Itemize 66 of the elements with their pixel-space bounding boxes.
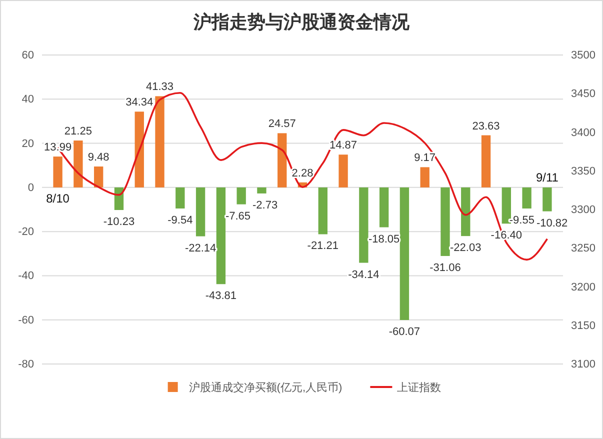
data-label: 21.25 [64,126,92,138]
data-label: -21.21 [307,240,338,252]
data-label: -31.06 [430,262,461,274]
bar [53,156,62,188]
bar [318,187,328,234]
y-tick-label: -40 [18,270,34,282]
bar [155,96,164,188]
y-tick-label: 0 [28,182,34,194]
y2-tick-label: 3100 [571,358,596,371]
bar [400,187,410,320]
bar [440,187,450,256]
y2-tick-label: 3400 [571,126,596,139]
data-label: -34.14 [348,268,380,281]
data-label: -22.03 [450,242,482,254]
bar [74,140,83,188]
data-label: -10.82 [536,217,568,230]
data-label: -2.73 [252,199,278,212]
y2-tick-label: 3250 [571,242,596,255]
data-label: -60.07 [388,326,420,338]
bar [94,166,104,188]
legend-label: 上证指数 [397,381,442,394]
chart-title: 沪指走势与沪股通资金情况 [192,12,410,32]
data-label: 9.17 [414,152,436,164]
y-tick-label: 40 [22,94,34,106]
bar [176,187,185,208]
bar [134,112,144,188]
data-label: 9.48 [88,152,110,164]
y-tick-label: -20 [18,226,34,238]
bar [359,187,368,263]
bar [216,187,226,284]
bar [278,133,287,188]
bar [461,187,470,236]
data-label: 23.63 [472,120,500,132]
y2-tick-label: 3150 [571,320,596,332]
y-tick-label: 60 [22,50,34,62]
bar [542,187,552,212]
y2-tick-label: 3500 [571,50,596,62]
bar [502,187,511,224]
y2-tick-label: 3350 [571,165,596,178]
data-label: -10.23 [103,216,135,228]
data-label: 13.99 [44,142,72,154]
bar [257,187,266,194]
data-label: 34.34 [126,96,154,109]
data-label: 24.57 [268,118,296,130]
x-tick-label: 8/10 [46,191,70,206]
y2-tick-label: 3300 [571,204,596,216]
data-label: -7.65 [225,210,251,222]
data-label: -22.14 [184,242,216,254]
y2-tick-label: 3450 [571,88,596,100]
bar [522,187,532,209]
y-tick-label: -80 [18,358,34,371]
bar [420,167,430,188]
data-label: -18.05 [368,233,400,246]
bar [236,187,246,204]
bar [379,187,389,228]
bar [338,154,348,188]
legend-label: 沪股通成交净买额(亿元,人民币) [188,381,342,394]
y2-tick-label: 3200 [571,281,596,294]
y-tick-label: -60 [18,314,34,326]
data-label: -43.81 [205,290,237,302]
x-tick-label: 9/11 [536,170,559,184]
data-label: -9.54 [168,214,193,226]
bar [196,187,206,236]
data-label: 41.33 [146,81,174,94]
y-tick-label: 20 [22,138,34,150]
bar [481,135,491,188]
